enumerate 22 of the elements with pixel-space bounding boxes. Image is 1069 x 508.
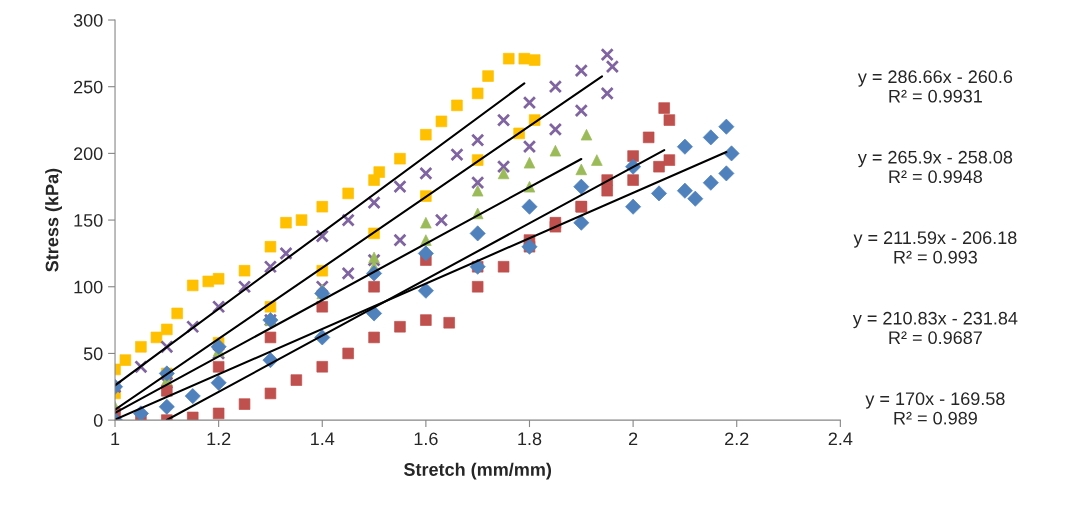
x-tick-label: 1 [111, 432, 120, 446]
y-tick-label: 100 [74, 280, 103, 294]
y-tick-label: 250 [74, 80, 103, 94]
y-axis-title: Stress (kPa) [45, 168, 62, 272]
text: y = 211.59x - 206.18 R² = 0.993 [853, 231, 1017, 264]
x-tick-label: 1.2 [207, 432, 231, 446]
y-tick-label: 300 [73, 13, 103, 27]
x-tick-label: 2.2 [725, 432, 749, 446]
text: y = 170x - 169.58 R² = 0.989 [865, 392, 1005, 425]
x-tick-label: 2.4 [828, 432, 853, 446]
text: y = 286.66x - 260.6 R² = 0.9931 [857, 70, 1013, 103]
text: y = 265.9x - 258.08 R² = 0.9948 [857, 150, 1013, 184]
x-tick-label: 1.8 [518, 432, 542, 446]
y-tick-label: 150 [74, 214, 103, 227]
text: y = 210.83x - 231.84 R² = 0.9687 [852, 311, 1018, 345]
y-tick-label: 200 [74, 147, 103, 161]
y-tick-label: 50 [83, 347, 103, 361]
x-axis-title: Stretch (mm/mm) [403, 462, 552, 480]
x-tick-label: 1.4 [311, 432, 335, 446]
x-tick-label: 2 [629, 432, 638, 446]
x-tick-label: 1.6 [414, 432, 438, 446]
y-tick-label: 0 [93, 414, 103, 427]
